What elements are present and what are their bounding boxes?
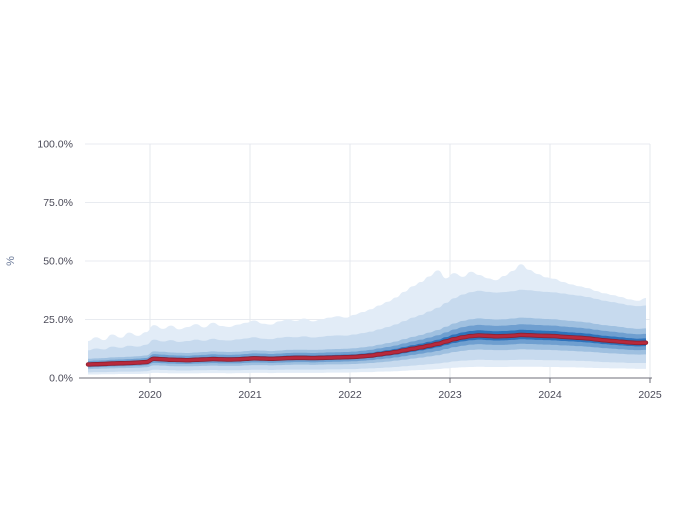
x-tick-label: 2025 (638, 389, 662, 401)
y-axis-title-text: % (5, 256, 17, 266)
y-tick-label: 0.0% (49, 373, 73, 385)
y-tick-label: 25.0% (43, 314, 73, 326)
x-tick-label: 2024 (538, 389, 562, 401)
tick-label-layer: 0.0% 25.0% 50.0% 75.0% 100.0% 2020 2021 2022 202… (37, 139, 661, 401)
y-tick-label: 100.0% (37, 139, 73, 151)
x-tick-label: 2020 (138, 389, 162, 401)
x-tick-label: 2023 (438, 389, 462, 401)
y-tick-label: 50.0% (43, 256, 73, 268)
axis-layer (79, 377, 652, 383)
y-tick-label: 75.0% (43, 197, 73, 209)
x-tick-label: 2022 (338, 389, 362, 401)
median-line-layer (85, 332, 649, 367)
x-tick-label: 2021 (238, 389, 262, 401)
y-axis-title: % (5, 256, 17, 266)
